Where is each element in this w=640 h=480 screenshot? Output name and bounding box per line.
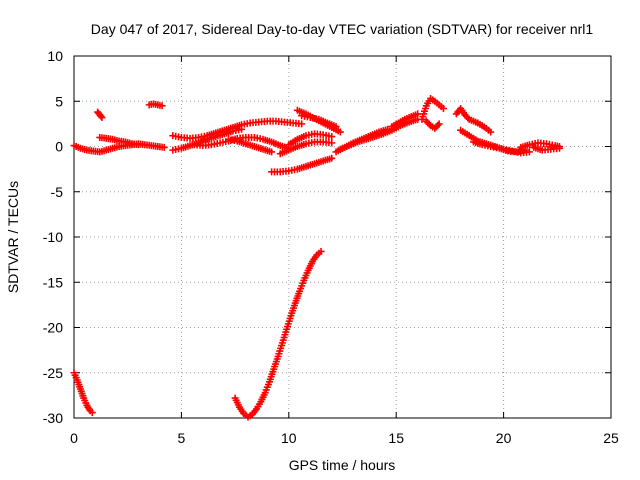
y-tick-label: -15 (43, 274, 63, 290)
data-point (328, 133, 336, 141)
data-point (336, 128, 344, 136)
data-point (298, 120, 306, 128)
data-point (317, 247, 325, 255)
data-point (268, 148, 276, 156)
y-tick-label: 0 (55, 139, 63, 155)
data-point (435, 120, 443, 128)
series-arc-u (452, 104, 495, 136)
x-tick-label: 5 (178, 430, 186, 446)
data-series (70, 95, 563, 421)
x-axis-label: GPS time / hours (289, 457, 396, 473)
series-arc-o (298, 112, 340, 131)
series-arc-s (418, 95, 447, 123)
data-point (328, 139, 336, 147)
data-point (555, 144, 563, 152)
series-arc-b (231, 247, 325, 421)
y-tick-label: -5 (51, 184, 64, 200)
data-point (439, 104, 447, 112)
x-tick-label: 15 (388, 430, 404, 446)
series-arc-t (422, 117, 443, 132)
series-arc-m (285, 130, 336, 149)
y-tick-label: 5 (55, 93, 63, 109)
x-tick-label: 20 (496, 430, 512, 446)
y-tick-label: 10 (47, 48, 63, 64)
data-point (414, 110, 422, 118)
x-tick-label: 10 (281, 430, 297, 446)
data-point (434, 121, 442, 129)
y-axis-label: SDTVAR / TECUs (5, 181, 21, 293)
data-point (525, 148, 533, 156)
series-arc-w (470, 138, 529, 156)
y-tick-label: -10 (43, 229, 63, 245)
x-tick-label: 25 (603, 430, 619, 446)
data-point (238, 125, 246, 133)
series-arc-f (145, 100, 166, 110)
x-tick-label: 0 (70, 430, 78, 446)
data-point (487, 128, 495, 136)
data-point (88, 409, 96, 417)
series-arc-y (530, 143, 563, 154)
series-arc-e (94, 108, 106, 122)
data-point (328, 154, 336, 162)
series-arc-k (268, 154, 336, 176)
data-point (160, 143, 168, 151)
data-point (425, 120, 433, 128)
y-tick-labels: 10 5 0 -5 -10 -15 -20 -25 -30 (43, 48, 63, 426)
series-arc-r (388, 110, 422, 131)
chart-title: Day 047 of 2017, Sidereal Day-to-day VTE… (91, 21, 594, 37)
x-tick-labels: 0 5 10 15 20 25 (70, 430, 619, 446)
series-arc-q (336, 115, 422, 153)
series-arc-d (96, 133, 142, 149)
y-tick-label: -25 (43, 365, 63, 381)
series-arc-a (70, 369, 96, 417)
data-point (158, 102, 166, 110)
data-point (134, 141, 142, 149)
data-point (464, 114, 472, 122)
y-tick-label: -20 (43, 320, 63, 336)
y-tick-label: -30 (43, 410, 63, 426)
data-point (97, 112, 105, 120)
series-arc-j (225, 135, 276, 156)
data-point (332, 123, 340, 131)
data-point (98, 114, 106, 122)
